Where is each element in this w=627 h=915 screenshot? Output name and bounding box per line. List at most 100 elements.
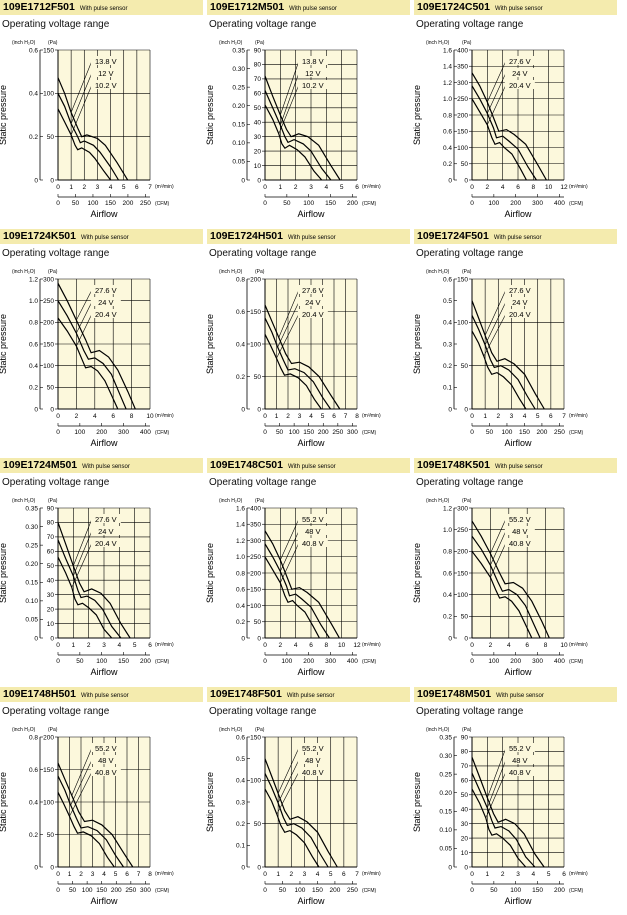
pq-chart: 05010015020025030000.20.40.60.81.01.2(in…	[412, 498, 588, 677]
cfm-unit-label: (CFM)	[569, 430, 583, 436]
cfm-tick-label: 250	[332, 429, 343, 436]
y-axis-title: Static pressure	[205, 85, 215, 145]
pa-tick-label: 0	[257, 406, 261, 413]
cfm-tick-label: 0	[263, 658, 267, 665]
inch-tick-label: 0	[448, 635, 452, 642]
inch-tick-label: 0.8	[443, 549, 452, 556]
inch-tick-label: 0.6	[236, 309, 245, 316]
section-heading: Operating voltage range	[2, 706, 110, 717]
chart-panel: 109E1724M501 With pulse sensor Operating v…	[0, 458, 205, 686]
x-axis-title: Airflow	[504, 438, 532, 448]
series-line	[264, 530, 340, 639]
model-title: 109E1748F501	[210, 688, 282, 700]
pa-tick-label: 50	[461, 614, 469, 621]
x-tick-label: 5	[340, 184, 344, 191]
series-line	[264, 758, 338, 868]
pa-tick-label: 40	[254, 120, 262, 127]
inch-tick-label: 1.0	[29, 298, 38, 305]
x-tick-label: 2	[489, 642, 493, 649]
model-subtitle: With pulse sensor	[493, 235, 542, 241]
x-tick-label: 10	[146, 413, 154, 420]
section-heading: Operating voltage range	[416, 477, 524, 488]
model-subtitle: With pulse sensor	[287, 235, 336, 241]
model-banner: 109E1748K501 With pulse sensor	[414, 458, 617, 473]
x-tick-label: 6	[355, 184, 359, 191]
model-title: 109E1748M501	[417, 688, 492, 700]
x-tick-label: 0	[263, 413, 267, 420]
series-label-bg	[90, 743, 121, 752]
m3-unit-label: (m³/min)	[362, 642, 381, 648]
series-line	[57, 522, 131, 639]
cfm-tick-label: 200	[347, 200, 358, 207]
cfm-tick-label: 50	[279, 887, 287, 894]
series-label-bg	[297, 297, 328, 306]
chart-panel: 109E1724C501 With pulse sensor Operating v…	[412, 0, 619, 228]
model-subtitle: With pulse sensor	[289, 6, 337, 12]
x-tick-label: 0	[470, 413, 474, 420]
series-leader	[73, 530, 93, 577]
inch-tick-label: 0	[241, 406, 245, 413]
x-axis-title: Airflow	[504, 667, 532, 677]
pq-chart: 05010015020025030035040000.20.40.60.81.0…	[205, 498, 381, 677]
model-subtitle: With pulse sensor	[286, 693, 335, 699]
pa-unit-label: (Pa)	[462, 40, 472, 46]
x-tick-label: 2	[82, 184, 86, 191]
section-heading: Operating voltage range	[2, 248, 110, 259]
inch-tick-label: 0.6	[29, 47, 38, 54]
series-leader	[483, 313, 507, 357]
pa-tick-label: 60	[461, 778, 469, 785]
inch-tick-label: 0.6	[443, 129, 452, 136]
series-label: 20.4 V	[509, 81, 531, 90]
series-line	[471, 788, 527, 868]
pa-tick-label: 40	[461, 807, 469, 814]
cfm-tick-label: 400	[554, 200, 565, 207]
x-tick-label: 5	[133, 642, 137, 649]
x-tick-label: 6	[562, 871, 566, 878]
cfm-tick-label: 0	[56, 887, 60, 894]
m3-unit-label: (m³/min)	[569, 642, 588, 648]
pa-tick-label: 150	[43, 47, 54, 54]
x-tick-label: 1	[486, 871, 490, 878]
x-tick-label: 0	[263, 642, 267, 649]
x-axis-title: Airflow	[90, 438, 118, 448]
inch-tick-label: 0.15	[439, 809, 452, 816]
inch-tick-label: 0.05	[232, 159, 245, 166]
y-axis-title: Static pressure	[412, 543, 422, 603]
cfm-tick-label: 300	[532, 200, 543, 207]
chart-panel: 109E1724H501 With pulse sensor Operating v…	[205, 229, 412, 457]
series-label: 24 V	[512, 69, 527, 78]
series-label-bg	[297, 526, 328, 535]
cfm-tick-label: 0	[470, 658, 474, 665]
series-line	[57, 300, 127, 410]
cfm-tick-label: 300	[347, 429, 358, 436]
cfm-tick-label: 100	[82, 887, 93, 894]
cfm-tick-label: 0	[263, 200, 267, 207]
x-tick-label: 4	[294, 642, 298, 649]
model-subtitle: With pulse sensor	[287, 464, 336, 470]
inch-unit-label: (inch H₂O)	[426, 727, 450, 733]
cfm-tick-label: 0	[56, 658, 60, 665]
pa-unit-label: (Pa)	[48, 40, 58, 46]
pa-tick-label: 80	[254, 62, 262, 69]
inch-tick-label: 0	[34, 406, 38, 413]
x-tick-label: 3	[91, 871, 95, 878]
series-label: 55.2 V	[509, 515, 531, 524]
series-line	[264, 773, 329, 868]
series-label-bg	[90, 755, 121, 764]
cfm-unit-label: (CFM)	[569, 659, 583, 665]
inch-tick-label: 1.0	[443, 527, 452, 534]
pa-tick-label: 0	[257, 864, 261, 871]
chart-panel: 109E1724F501 With pulse sensor Operating v…	[412, 229, 619, 457]
pa-unit-label: (Pa)	[462, 498, 472, 504]
inch-tick-label: 0.6	[236, 734, 245, 741]
series-leader	[487, 84, 507, 125]
pa-tick-label: 200	[43, 734, 54, 741]
model-subtitle: With pulse sensor	[80, 693, 129, 699]
inch-tick-label: 0.30	[232, 66, 245, 73]
x-tick-label: 6	[309, 642, 313, 649]
series-label: 55.2 V	[302, 515, 324, 524]
cfm-tick-label: 300	[325, 658, 336, 665]
pa-tick-label: 150	[43, 767, 54, 774]
section-heading: Operating voltage range	[209, 19, 317, 30]
